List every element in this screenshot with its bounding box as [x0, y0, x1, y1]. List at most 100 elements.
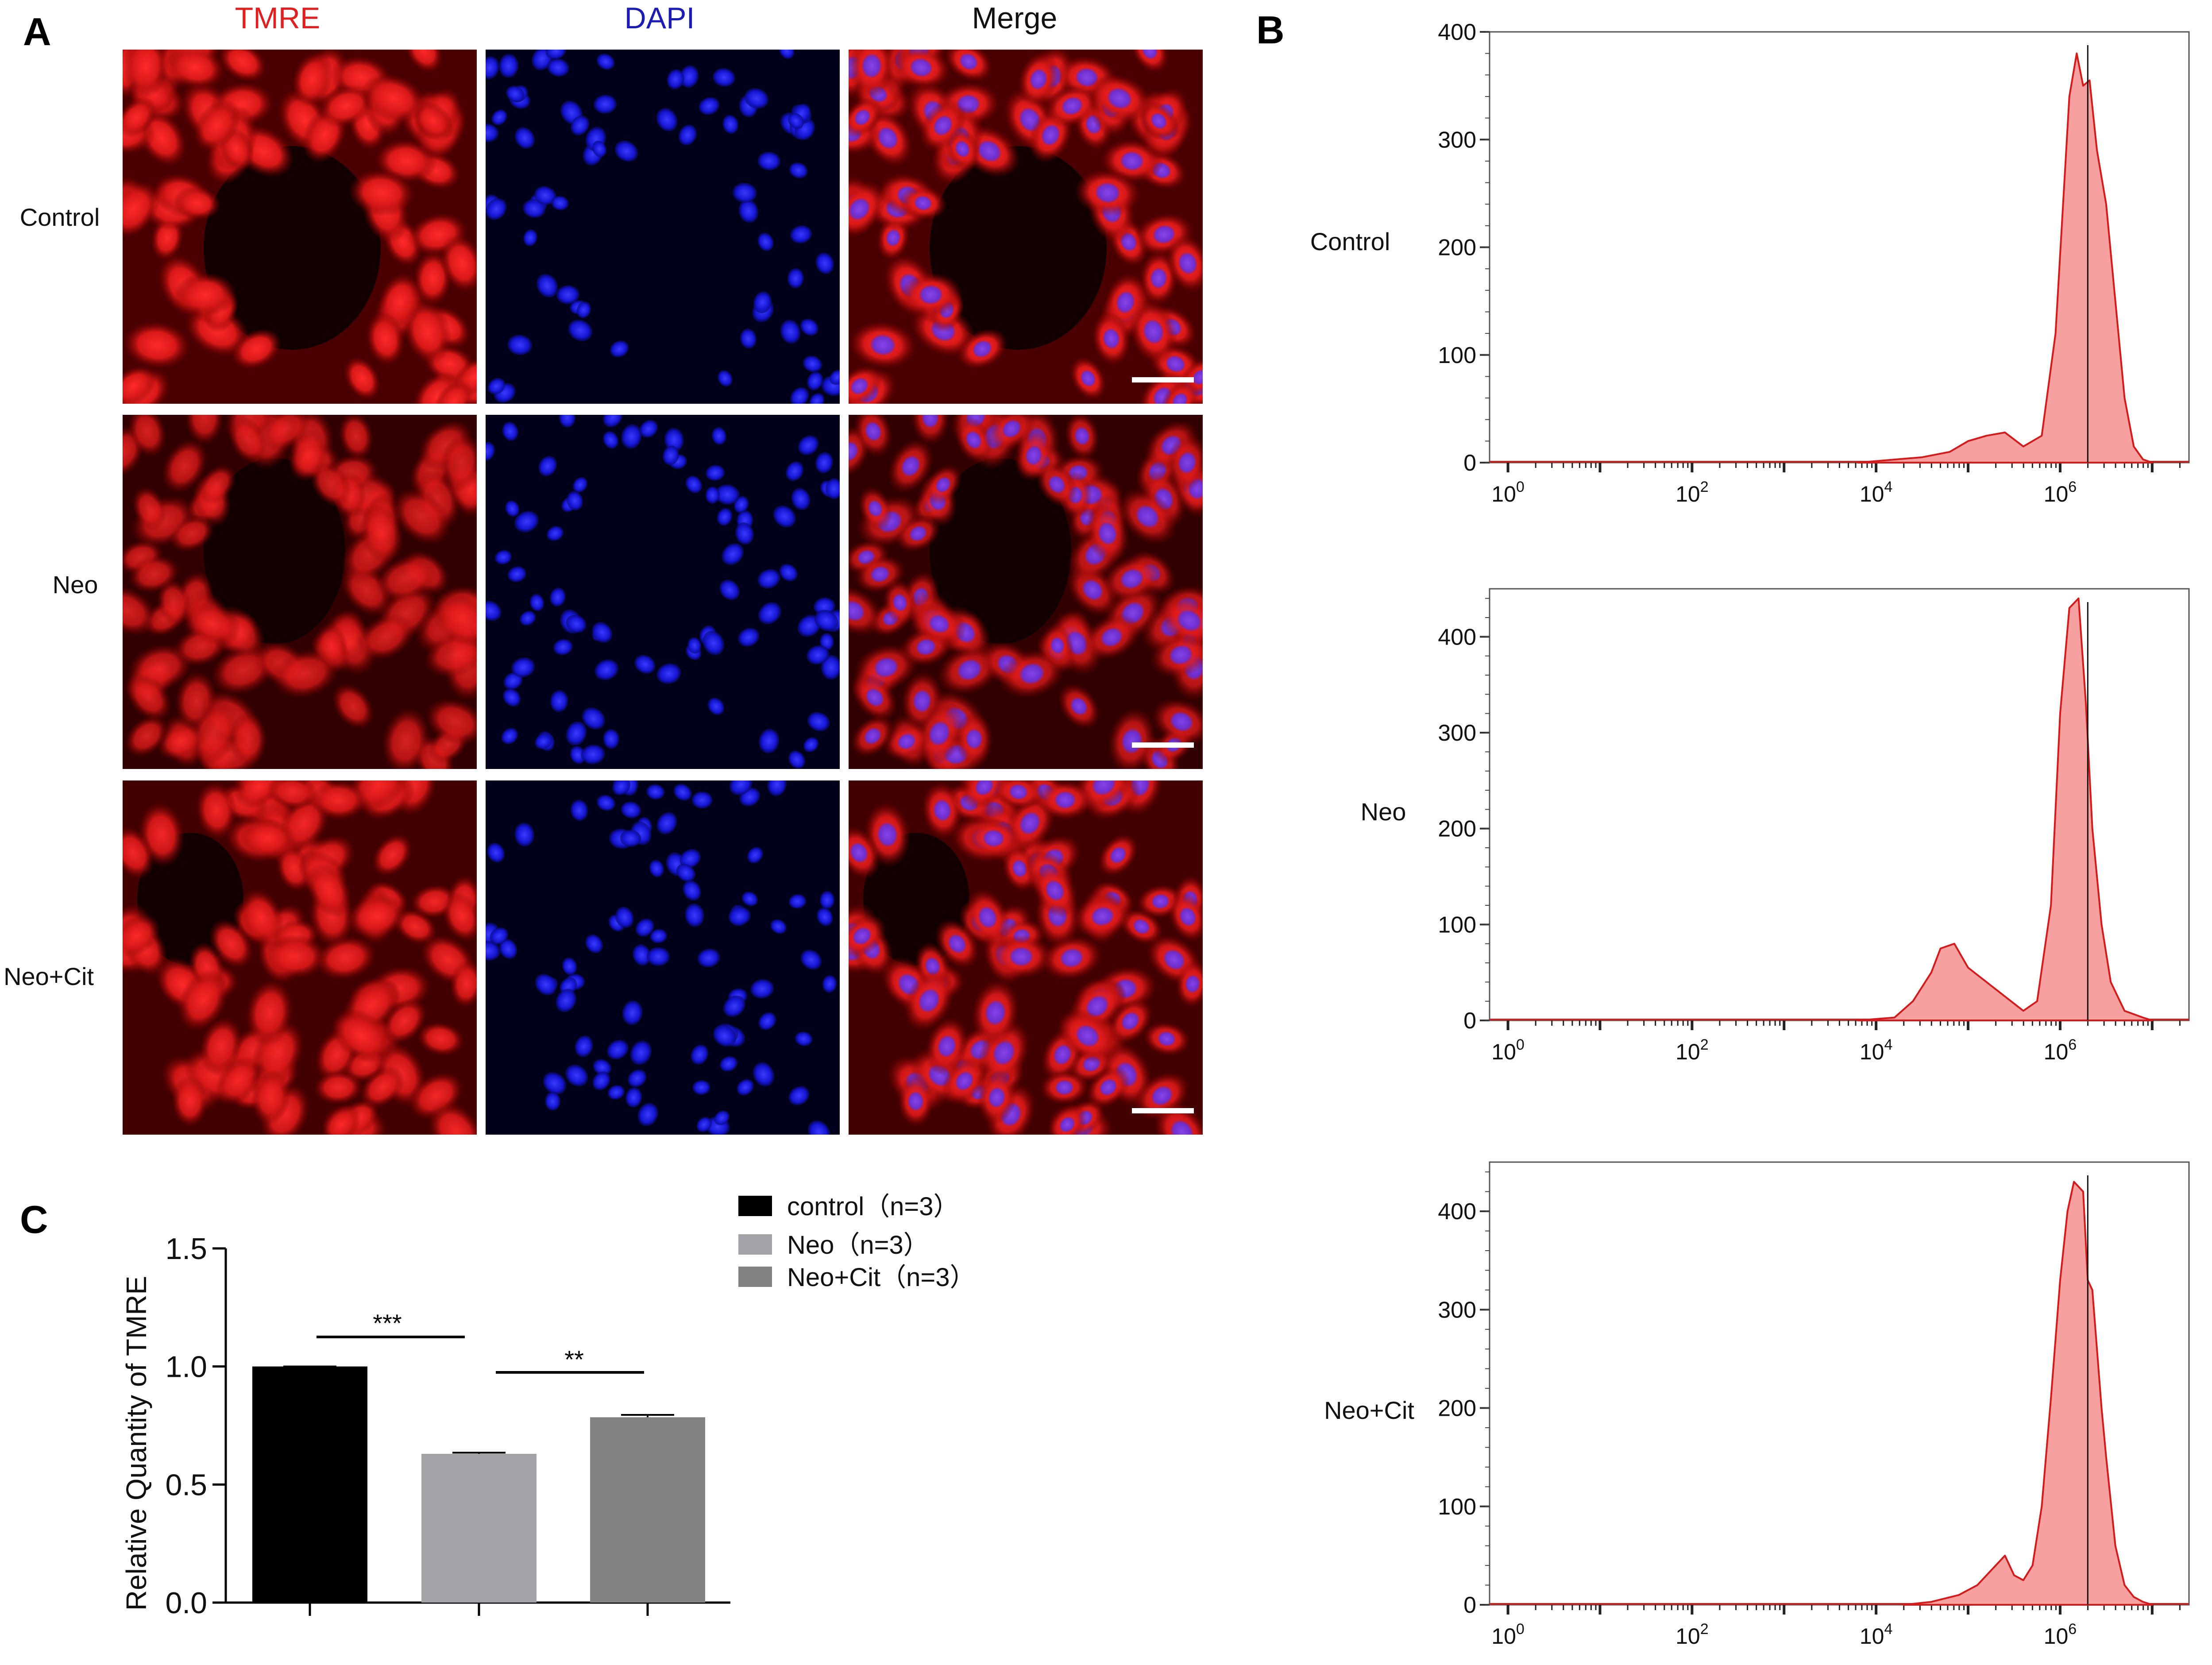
cell-nucleus	[614, 140, 638, 162]
cell-nucleus-merge	[850, 842, 868, 863]
cell-nucleus-merge	[1101, 628, 1123, 647]
cell-nucleus	[679, 849, 701, 869]
cell-cytoplasm	[366, 311, 405, 366]
legend-label-3: Neo+Cit（n=3）	[787, 1263, 976, 1292]
cell-nucleus	[627, 1069, 647, 1088]
x-tick-label: 100	[1491, 1036, 1525, 1064]
cell-nucleus-merge	[1100, 1079, 1117, 1096]
cell-cytoplasm	[357, 614, 415, 661]
cell-nucleus	[511, 657, 535, 677]
micrograph-row1-col1	[123, 50, 477, 404]
cell-nucleus	[568, 319, 593, 341]
cell-cytoplasm	[310, 780, 368, 820]
cell-nucleus-merge	[988, 1087, 1005, 1108]
cell-nucleus-merge	[849, 441, 858, 461]
cell-free-region	[204, 146, 381, 350]
cell-nucleus	[491, 109, 507, 125]
cell-cytoplasm	[123, 826, 155, 879]
cell-nucleus-merge	[1172, 393, 1188, 404]
cell-nucleus	[649, 860, 664, 877]
cell-cytoplasm	[128, 555, 180, 593]
cell-nucleus	[487, 842, 505, 863]
cell-nucleus	[662, 445, 679, 465]
cell-nucleus	[551, 196, 569, 211]
cell-nucleus	[803, 737, 819, 753]
cell-nucleus	[486, 124, 499, 143]
cell-nucleus-merge	[985, 1000, 1006, 1025]
cell-cytoplasm	[123, 97, 157, 138]
scale-bar	[1132, 377, 1194, 382]
cell-nucleus-merge	[1120, 151, 1144, 171]
cell-nucleus	[635, 918, 654, 937]
cell-nucleus-merge	[1030, 69, 1047, 90]
cell-nucleus	[529, 594, 544, 611]
cell-nucleus	[807, 371, 823, 390]
cell-nucleus-merge	[1050, 637, 1065, 654]
cell-nucleus-merge	[901, 456, 920, 476]
cell-nucleus-merge	[1086, 995, 1108, 1017]
cell-cytoplasm	[123, 50, 169, 99]
cell-nucleus-merge	[849, 600, 865, 621]
y-tick-label: 300	[1438, 127, 1476, 153]
cell-nucleus	[646, 784, 665, 800]
histogram-area	[1903, 1181, 2153, 1606]
cell-nucleus-merge	[849, 198, 870, 220]
cell-nucleus	[499, 939, 517, 959]
cell-nucleus-merge	[957, 659, 982, 680]
cell-nucleus-merge	[892, 594, 907, 611]
cell-nucleus	[656, 108, 678, 131]
cell-nucleus-merge	[1158, 1031, 1176, 1047]
cell-nucleus	[507, 566, 527, 583]
histogram-1: 0 100 200 300 400 100 102 104 106	[1438, 19, 2190, 506]
cell-nucleus	[712, 68, 736, 87]
y-tick-label: 1.0	[165, 1350, 207, 1384]
cell-nucleus	[667, 69, 684, 90]
cell-cytoplasm	[169, 515, 215, 552]
cell-nucleus	[790, 225, 812, 244]
cell-nucleus-merge	[1143, 320, 1164, 344]
cell-nucleus	[603, 729, 620, 749]
cell-nucleus-merge	[933, 800, 951, 821]
cell-nucleus-merge	[922, 415, 939, 428]
y-tick-label: 400	[1438, 624, 1476, 650]
cell-nucleus	[656, 812, 677, 834]
cell-cytoplasm	[123, 365, 157, 404]
cell-nucleus-merge	[910, 58, 932, 77]
cell-cytoplasm	[171, 1075, 208, 1128]
cell-nucleus	[719, 1056, 738, 1072]
cell-nucleus	[779, 50, 795, 59]
cell-nucleus-merge	[975, 780, 993, 796]
cell-cytoplasm	[332, 683, 374, 730]
cell-nucleus	[572, 477, 588, 493]
histogram-group: 0 100 200 300 400 100 102 104 106 0 100 200 300 400 10…	[1438, 19, 2190, 1649]
cell-nucleus-merge	[1025, 445, 1042, 465]
cell-cytoplasm	[123, 586, 157, 636]
cell-nucleus	[664, 428, 684, 452]
cell-nucleus-merge	[919, 989, 940, 1012]
cell-nucleus	[607, 1085, 625, 1100]
x-tick-label: 106	[2044, 1036, 2077, 1064]
cell-cytoplasm	[321, 1105, 361, 1135]
cell-nucleus-merge	[1170, 1120, 1193, 1135]
cell-nucleus	[545, 1091, 561, 1111]
cell-nucleus	[713, 1025, 736, 1047]
bar-chart-ylabel: Relative Quantity of TMRE	[120, 1276, 152, 1611]
cell-nucleus	[788, 1086, 810, 1105]
cell-cytoplasm	[173, 186, 221, 220]
cell-nucleus	[780, 320, 801, 344]
cell-nucleus-merge	[1136, 505, 1159, 528]
micrograph-cells	[849, 780, 1203, 1135]
cell-cytoplasm	[359, 503, 404, 564]
cell-nucleus	[815, 452, 834, 474]
cell-nucleus	[753, 291, 772, 313]
cell-nucleus-merge	[908, 1091, 924, 1111]
cell-nucleus-merge	[959, 53, 978, 70]
legend-label-1: control（n=3）	[787, 1192, 959, 1221]
cell-nucleus	[685, 903, 704, 927]
cell-nucleus-merge	[1091, 907, 1114, 926]
micrograph-row1-col2	[486, 50, 840, 404]
micrograph-row3-col1	[123, 780, 477, 1135]
cell-nucleus	[486, 941, 501, 961]
scale-bar	[1132, 742, 1194, 748]
cell-cytoplasm	[434, 380, 473, 404]
